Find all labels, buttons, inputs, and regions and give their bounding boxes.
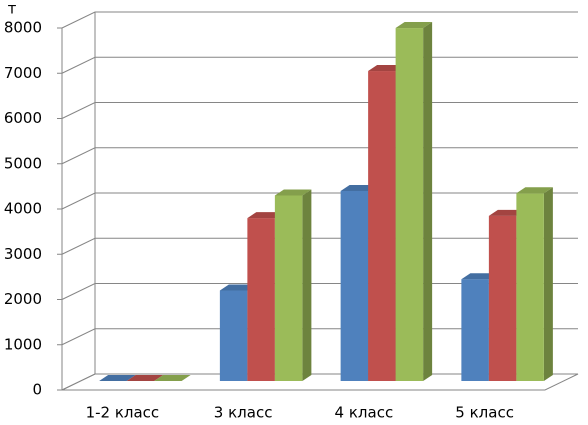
bar-top [154, 375, 191, 381]
bar-front [461, 279, 489, 381]
bar-top [395, 22, 433, 29]
y-tick-label: 8000 [4, 19, 42, 37]
bar-front [219, 290, 248, 381]
x-tick-label: 1-2 класс [86, 404, 160, 422]
bar-side [543, 187, 553, 381]
bar-front [516, 193, 544, 381]
y-tick-label: 1000 [4, 335, 42, 353]
y-axis-label: т [8, 0, 17, 18]
bar-front [488, 215, 517, 381]
bar [274, 189, 312, 381]
bar-front [247, 218, 275, 381]
bar-top [99, 375, 136, 381]
bar-top [488, 209, 526, 216]
y-tick-label: 6000 [4, 109, 42, 127]
bar-top [461, 273, 498, 280]
y-tick-label: 5000 [4, 154, 42, 172]
bar-front [368, 71, 396, 381]
bar-top [340, 184, 378, 191]
x-tick-label: 3 класс [214, 404, 273, 422]
y-tick-label: 7000 [4, 64, 42, 82]
bar-top [247, 212, 284, 219]
x-tick-label: 5 класс [455, 404, 514, 422]
bar-front [340, 190, 369, 381]
bar-top [219, 284, 257, 291]
y-tick-label: 4000 [4, 200, 42, 218]
y-tick-label: 0 [32, 381, 42, 399]
bar [154, 375, 191, 381]
bar [126, 375, 164, 381]
bar-top [274, 189, 312, 196]
bar-front [274, 195, 303, 381]
bar-side [423, 22, 433, 382]
bar-top [516, 187, 553, 194]
bar [516, 187, 553, 381]
x-tick-label: 4 класс [335, 404, 394, 422]
grid-line [61, 11, 578, 29]
y-tick-label: 2000 [4, 290, 42, 308]
y-tick-label: 3000 [4, 245, 42, 263]
bar [99, 375, 136, 381]
bar-side [302, 189, 312, 381]
bar-top [126, 375, 164, 381]
bar [395, 22, 433, 382]
bar-top [368, 65, 405, 72]
bar-front [395, 28, 424, 382]
